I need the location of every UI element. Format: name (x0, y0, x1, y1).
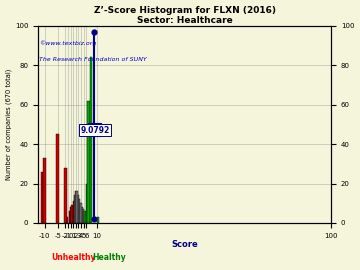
Bar (56, 134, 59, 223)
Bar (80, 203, 82, 223)
Text: Unhealthy: Unhealthy (51, 254, 96, 262)
X-axis label: Score: Score (171, 240, 198, 249)
Bar (43, 158, 46, 223)
Text: The Research Foundation of SUNY: The Research Foundation of SUNY (39, 57, 147, 62)
Bar (78, 195, 79, 223)
Bar (67, 217, 68, 223)
Text: 9.0792: 9.0792 (80, 126, 110, 135)
Title: Z’-Score Histogram for FLXN (2016)
Sector: Healthcare: Z’-Score Histogram for FLXN (2016) Secto… (94, 6, 276, 25)
Bar (69, 211, 70, 223)
Bar (82, 207, 83, 223)
Y-axis label: Number of companies (670 total): Number of companies (670 total) (5, 69, 12, 180)
Bar (70, 207, 71, 223)
Bar (75, 191, 76, 223)
Bar (64, 168, 67, 223)
Bar (84, 211, 86, 223)
Bar (74, 195, 75, 223)
Bar (71, 205, 73, 223)
Bar (90, 57, 92, 223)
Bar (87, 101, 90, 223)
Text: Healthy: Healthy (92, 254, 126, 262)
Bar (76, 191, 78, 223)
Bar (97, 217, 99, 223)
Text: ©www.textbiz.org: ©www.textbiz.org (39, 41, 97, 46)
Bar (86, 184, 87, 223)
Bar (41, 172, 43, 223)
Bar (83, 209, 84, 223)
Bar (79, 199, 80, 223)
Bar (73, 201, 74, 223)
